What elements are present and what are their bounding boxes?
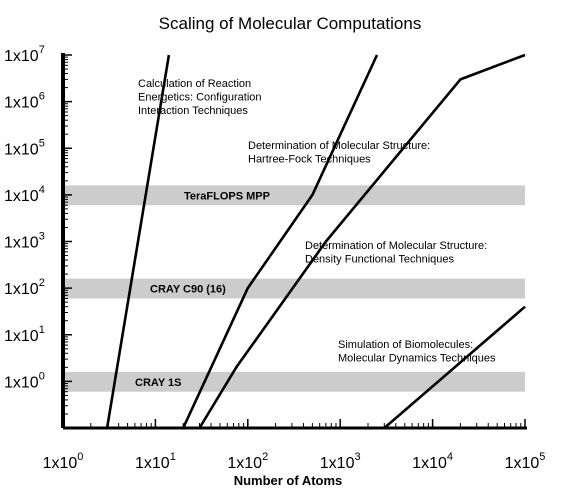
x-tick-label-2: 1x102 xyxy=(227,451,268,472)
annotations-layer: Calculation of Reaction Energetics: Confi… xyxy=(138,78,496,365)
y-tick-label-1: 1x101 xyxy=(4,324,45,345)
band-1 xyxy=(63,278,525,299)
x-tick-label-1: 1x101 xyxy=(135,451,176,472)
band-2 xyxy=(63,371,525,392)
series-annotation-1: Determination of Molecular Structure: Har… xyxy=(248,140,430,166)
bands-layer xyxy=(63,185,525,392)
series-line-3 xyxy=(383,305,526,429)
y-tick-label-6: 1x106 xyxy=(4,91,45,112)
band-label-0: TeraFLOPS MPP xyxy=(184,190,270,202)
series-line-0 xyxy=(105,54,171,429)
axes-layer: 1x100 1x101 1x102 1x103 1x104 1x105 1x100 1x101… xyxy=(4,44,545,472)
chart-title: Scaling of Molecular Computations xyxy=(159,14,422,33)
series-annotation-3: Simulation of Biomolecules: Molecular Dyn… xyxy=(338,339,496,365)
band-0 xyxy=(63,185,525,206)
x-axis-label: Number of Atoms xyxy=(234,473,343,488)
y-tick-label-5: 1x105 xyxy=(4,137,45,158)
band-label-2: CRAY 1S xyxy=(135,377,181,389)
series-annotation-2: Determination of Molecular Structure: Den… xyxy=(305,240,487,266)
band-label-1: CRAY C90 (16) xyxy=(150,284,226,296)
x-tick-label-0: 1x100 xyxy=(43,451,84,472)
series-line-1 xyxy=(182,54,379,429)
y-tick-label-2: 1x102 xyxy=(4,277,45,298)
series-lines-layer xyxy=(105,53,526,429)
x-tick-label-3: 1x103 xyxy=(320,451,361,472)
x-tick-label-5: 1x105 xyxy=(505,451,546,472)
y-tick-label-7: 1x107 xyxy=(4,44,45,65)
series-line-2 xyxy=(198,53,526,429)
series-annotation-0: Calculation of Reaction Energetics: Confi… xyxy=(138,78,262,117)
band-labels-layer: TeraFLOPS MPP CRAY C90 (16) CRAY 1S xyxy=(135,190,270,389)
y-tick-label-3: 1x103 xyxy=(4,231,45,252)
y-tick-label-0: 1x100 xyxy=(4,370,45,391)
y-tick-label-4: 1x104 xyxy=(4,184,45,205)
x-tick-label-4: 1x104 xyxy=(412,451,453,472)
